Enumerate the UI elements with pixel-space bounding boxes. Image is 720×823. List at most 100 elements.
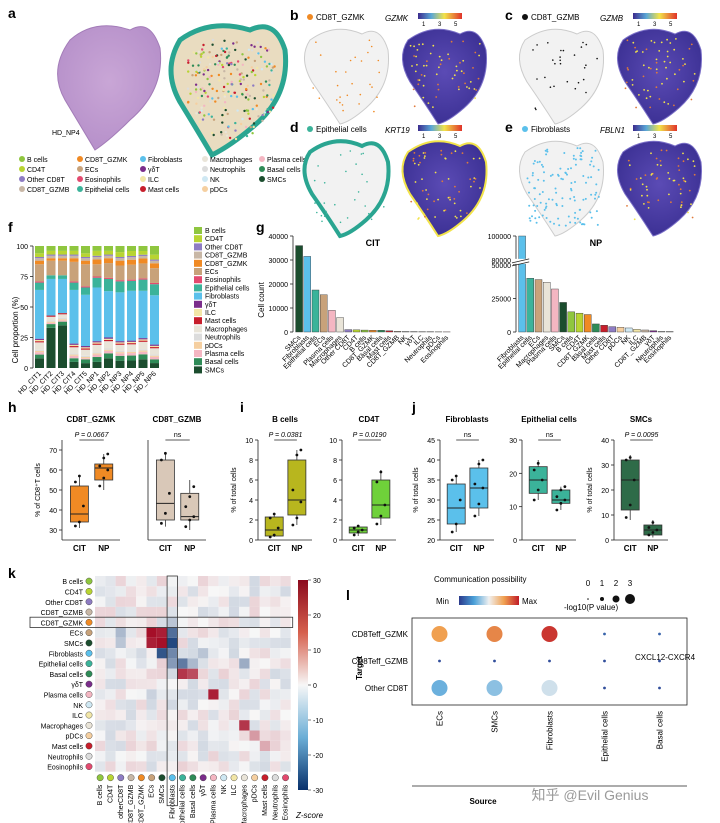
legend-swatch [77, 176, 83, 182]
stacked-segment [104, 250, 113, 255]
expr-dot [631, 84, 634, 86]
cell-dot [533, 198, 536, 200]
cell-dot [544, 76, 546, 79]
stacked-segment [104, 338, 113, 340]
heatmap-cell [259, 679, 271, 690]
col-color-dot [282, 774, 289, 782]
cell-dot [579, 154, 582, 157]
cell-dot [531, 172, 534, 174]
expr-dot [682, 177, 685, 180]
heatmap-cell [136, 730, 147, 741]
cell-dot [549, 220, 552, 223]
expr-dot [455, 217, 458, 219]
expr-dot [475, 89, 478, 91]
stacked-segment [127, 255, 136, 258]
heatmap-cell [239, 709, 250, 721]
heatmap-cell [259, 637, 271, 649]
expr-dot [666, 38, 668, 41]
heatmap-cell [280, 637, 291, 649]
heatmap-cell [270, 658, 281, 669]
box [70, 485, 89, 523]
expr-dot [655, 61, 658, 64]
cell-dot [585, 181, 587, 184]
expr-dot [423, 75, 426, 77]
y-tick-label: 20 [427, 538, 435, 545]
heatmap-cell [156, 606, 168, 618]
stacked-segment [150, 263, 159, 269]
heatmap-cell [249, 606, 260, 618]
heatmap-cell [177, 658, 188, 669]
sample-point [624, 516, 628, 519]
row-label: Neutrophils [48, 754, 84, 761]
stacked-segment [104, 339, 113, 342]
row-color-dot [85, 608, 93, 616]
highlight-row [29, 616, 294, 628]
heatmap-cell [125, 627, 137, 638]
count-bar [633, 329, 641, 333]
stacked-segment [35, 246, 44, 254]
heatmap-cell [177, 740, 188, 752]
cell-dot [543, 208, 546, 211]
heatmap-cell [125, 709, 137, 721]
heatmap-cell [167, 709, 178, 721]
heatmap-cell [136, 596, 147, 607]
heatmap-cell [270, 617, 281, 628]
expr-dot [429, 52, 432, 55]
expr-dot [661, 82, 663, 85]
heatmap-cell [218, 720, 229, 731]
heatmap-cell [177, 699, 188, 710]
heatmap-cell [187, 679, 198, 690]
y-axis-label: % of total cells [413, 467, 420, 513]
heatmap-cell [105, 689, 116, 700]
stacked-segment [69, 282, 79, 290]
stacked-segment [58, 254, 67, 256]
sample-point [291, 488, 295, 492]
y-tick-label: 25000 [492, 296, 512, 303]
col-label: CD4T [107, 784, 114, 803]
expr-dot [413, 45, 415, 48]
heatmap-cell [208, 648, 219, 659]
axis-break-mark [511, 258, 530, 264]
box [446, 483, 466, 525]
heatmap-cell [280, 627, 291, 638]
col-label: pDCs [252, 784, 259, 802]
cell-dot [547, 42, 549, 44]
stacked-segment [138, 278, 148, 280]
heatmap-cell [115, 668, 126, 679]
expr-dot [649, 67, 652, 70]
cluster-dot [211, 131, 214, 135]
stacked-segment [92, 354, 102, 358]
cluster-dot [261, 119, 264, 123]
row-label: CD8T_GZMB [41, 610, 84, 617]
expr-dot [688, 189, 691, 192]
heatmap-cell [249, 740, 260, 752]
cluster-dot [211, 87, 214, 91]
cluster-dot [199, 55, 203, 58]
cluster-dot [270, 98, 273, 101]
row-label: Mast cells [52, 744, 84, 751]
expr-dot [412, 88, 415, 91]
cluster-dot [228, 136, 232, 140]
heatmap-cell [146, 761, 157, 772]
stacked-segment [35, 264, 44, 282]
heatmap-cell [136, 576, 147, 587]
y-tick-label: 40 [49, 508, 57, 515]
panel-letter-i: i [240, 399, 244, 415]
cell-dot [540, 163, 543, 166]
stacked-segment [150, 347, 159, 349]
expr-dot [427, 193, 430, 196]
heatmap-cell [125, 596, 137, 607]
sample-point [536, 461, 540, 465]
expr-dot [653, 41, 656, 44]
stacked-segment [127, 360, 136, 368]
heatmap-cell [228, 586, 240, 597]
legend-label: CD8T_GZMB [27, 187, 70, 194]
stacked-segment [81, 260, 90, 265]
cell-dot [370, 218, 373, 221]
expr-dot [687, 158, 689, 161]
expr-dot [414, 70, 417, 73]
heatmap-cell [177, 668, 188, 679]
legend-label: Mast cells [205, 318, 237, 325]
cluster-dot [197, 64, 200, 67]
y-tick-label: 6 [249, 478, 253, 485]
